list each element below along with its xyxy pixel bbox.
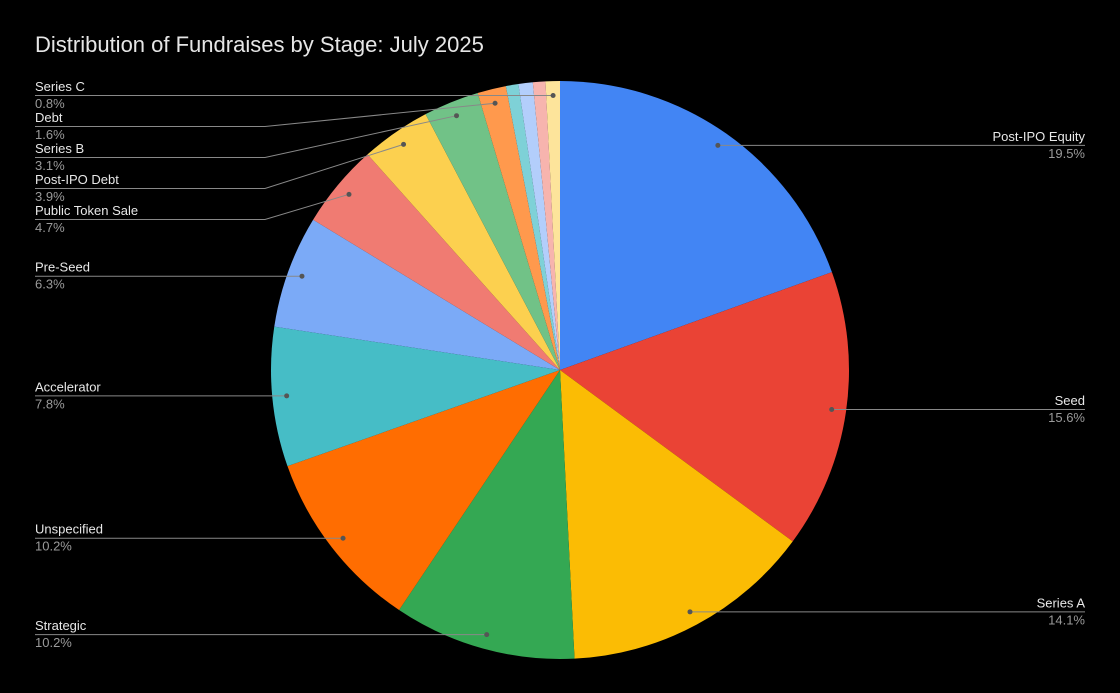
slice-label: Post-IPO Equity — [993, 129, 1086, 144]
slice-value: 6.3% — [35, 277, 65, 292]
pie-slice — [425, 92, 560, 370]
pie-slice — [367, 114, 560, 370]
slice-value: 15.6% — [1048, 410, 1085, 425]
leader-dot — [829, 407, 835, 413]
leader-line — [35, 143, 404, 190]
leader-dot — [340, 535, 346, 541]
slice-value: 4.7% — [35, 220, 65, 235]
leader-dot — [492, 100, 498, 106]
pie-slice — [287, 370, 560, 611]
slice-label: Series C — [35, 79, 85, 94]
pie-slice — [560, 81, 832, 370]
leader-dot — [346, 191, 352, 197]
slice-value: 10.2% — [35, 635, 72, 650]
slice-label: Pre-Seed — [35, 260, 90, 275]
slice-value: 19.5% — [1048, 146, 1085, 161]
slice-value: 14.1% — [1048, 612, 1085, 627]
slice-label: Debt — [35, 110, 63, 125]
pie-slice — [545, 81, 560, 370]
leader-dot — [550, 93, 556, 99]
leader-dot — [715, 142, 721, 148]
leader-dot — [484, 632, 490, 638]
leader-line — [35, 193, 350, 221]
leader-line — [35, 115, 457, 159]
leader-dot — [401, 141, 407, 147]
slice-label: Seed — [1055, 393, 1085, 408]
slice-label: Unspecified — [35, 522, 103, 537]
leader-line — [35, 102, 496, 128]
slice-label: Series A — [1037, 595, 1086, 610]
leader-dot — [454, 113, 460, 119]
slice-label: Strategic — [35, 618, 87, 633]
pie-slice — [505, 84, 560, 370]
pie-slice — [477, 86, 560, 370]
slice-value: 1.6% — [35, 127, 65, 142]
slice-value: 3.9% — [35, 189, 65, 204]
chart-title: Distribution of Fundraises by Stage: Jul… — [35, 32, 484, 57]
slice-label: Public Token Sale — [35, 203, 138, 218]
pie-slice — [560, 370, 793, 659]
slice-value: 3.1% — [35, 158, 65, 173]
slice-label: Accelerator — [35, 379, 101, 394]
slice-label: Post-IPO Debt — [35, 172, 119, 187]
pie-slice — [560, 272, 850, 542]
slice-value: 7.8% — [35, 396, 65, 411]
pie-slice — [518, 82, 560, 370]
leader-dot — [284, 393, 290, 399]
pie-slice — [274, 219, 560, 370]
slice-value: 10.2% — [35, 539, 72, 554]
slice-value: 0.8% — [35, 96, 65, 111]
pie-slice — [399, 370, 575, 659]
leader-dot — [299, 273, 305, 279]
pie-slice — [313, 154, 560, 370]
slice-label: Series B — [35, 141, 84, 156]
pie-slice — [532, 81, 560, 370]
pie-slice — [271, 326, 560, 467]
leader-dot — [687, 609, 693, 615]
